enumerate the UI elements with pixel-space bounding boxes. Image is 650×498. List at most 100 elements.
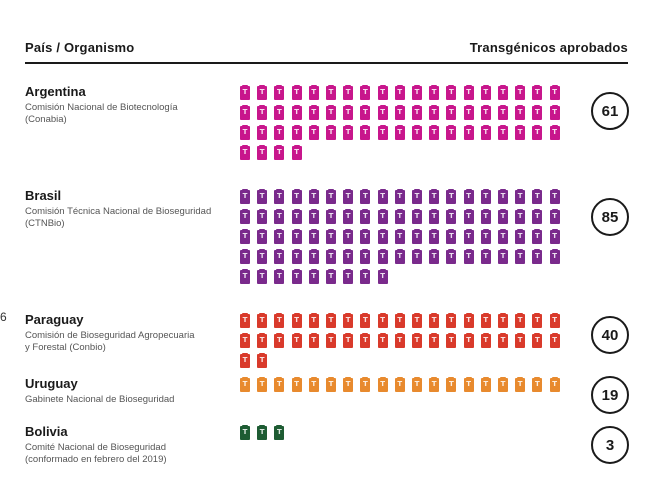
transgenic-icon bbox=[308, 249, 319, 264]
header-country-label: País / Organismo bbox=[25, 40, 135, 55]
transgenic-icon bbox=[394, 333, 405, 348]
transgenic-icon bbox=[429, 313, 440, 328]
transgenic-icon bbox=[412, 333, 422, 348]
transgenic-icon bbox=[515, 189, 526, 204]
transgenic-icon bbox=[291, 269, 302, 284]
transgenic-icon bbox=[515, 125, 526, 140]
transgenic-icon bbox=[360, 333, 371, 348]
transgenic-icon bbox=[498, 85, 508, 100]
organism-name: Comisión de Bioseguridad Agropecuaria y … bbox=[25, 330, 230, 354]
transgenic-icon bbox=[412, 377, 422, 392]
transgenic-icon bbox=[257, 105, 268, 120]
country-name: Paraguay bbox=[25, 312, 84, 327]
transgenic-icon bbox=[394, 189, 405, 204]
transgenic-icon bbox=[532, 249, 543, 264]
transgenic-icon bbox=[240, 125, 250, 140]
transgenic-icon bbox=[394, 249, 405, 264]
transgenic-icon bbox=[480, 125, 491, 140]
country-name: Brasil bbox=[25, 188, 62, 203]
transgenic-icon bbox=[326, 313, 336, 328]
transgenic-icon bbox=[377, 333, 388, 348]
transgenic-icon bbox=[240, 377, 250, 392]
transgenic-icon bbox=[291, 313, 302, 328]
transgenic-icon bbox=[274, 189, 285, 204]
transgenic-icon bbox=[549, 125, 560, 140]
transgenic-icon bbox=[515, 249, 526, 264]
transgenic-icon bbox=[377, 105, 388, 120]
transgenic-icon bbox=[412, 105, 422, 120]
transgenic-icon bbox=[549, 333, 560, 348]
transgenic-icon bbox=[463, 105, 474, 120]
country-name: Argentina bbox=[25, 84, 86, 99]
transgenic-icon bbox=[532, 313, 543, 328]
transgenic-icon bbox=[429, 249, 440, 264]
organism-line: Comisión Nacional de Biotecnología bbox=[25, 102, 178, 113]
transgenic-icon bbox=[343, 269, 354, 284]
transgenic-icon bbox=[274, 269, 285, 284]
transgenic-icon bbox=[274, 229, 285, 244]
organism-line: Comisión de Bioseguridad Agropecuaria bbox=[25, 330, 195, 341]
transgenic-icon bbox=[240, 209, 250, 224]
transgenic-icon bbox=[498, 249, 508, 264]
transgenic-icon bbox=[308, 377, 319, 392]
organism-name: Comisión Técnica Nacional de Biosegurida… bbox=[25, 206, 230, 230]
organism-line: (CTNBio) bbox=[25, 218, 65, 229]
transgenic-icon bbox=[274, 105, 285, 120]
transgenic-icon bbox=[446, 189, 457, 204]
transgenic-icon bbox=[343, 313, 354, 328]
transgenic-icon bbox=[360, 269, 371, 284]
transgenic-icon bbox=[498, 209, 508, 224]
transgenic-icon bbox=[532, 189, 543, 204]
transgenic-icon bbox=[291, 105, 302, 120]
organism-name: Comisión Nacional de Biotecnología (Cona… bbox=[25, 102, 230, 126]
transgenic-icon bbox=[257, 353, 268, 368]
transgenic-icon bbox=[308, 125, 319, 140]
transgenic-icon bbox=[532, 125, 543, 140]
transgenic-icon bbox=[240, 249, 250, 264]
transgenic-icon bbox=[377, 269, 388, 284]
transgenic-icon bbox=[532, 333, 543, 348]
transgenic-icon bbox=[377, 125, 388, 140]
transgenic-icon bbox=[343, 229, 354, 244]
transgenic-icon bbox=[463, 333, 474, 348]
transgenic-icon bbox=[377, 209, 388, 224]
transgenic-icon bbox=[446, 249, 457, 264]
transgenic-icon bbox=[532, 105, 543, 120]
transgenic-icon bbox=[274, 209, 285, 224]
transgenic-icon bbox=[257, 249, 268, 264]
count-badge: 19 bbox=[591, 376, 629, 414]
transgenic-icon bbox=[240, 269, 250, 284]
count-badge: 61 bbox=[591, 92, 629, 130]
transgenic-icon bbox=[549, 209, 560, 224]
transgenic-icon bbox=[498, 333, 508, 348]
transgenic-icon bbox=[515, 209, 526, 224]
transgenic-icon bbox=[274, 333, 285, 348]
row-bolivia: Bolivia Comité Nacional de Bioseguridad … bbox=[25, 424, 635, 466]
transgenic-icon bbox=[515, 229, 526, 244]
transgenic-icon bbox=[257, 189, 268, 204]
transgenic-icon bbox=[446, 377, 457, 392]
row-paraguay: Paraguay Comisión de Bioseguridad Agrope… bbox=[25, 312, 635, 368]
organism-line: (Conabia) bbox=[25, 114, 67, 125]
transgenic-icon bbox=[308, 209, 319, 224]
transgenic-icon bbox=[343, 377, 354, 392]
transgenic-icon bbox=[498, 229, 508, 244]
transgenic-icon bbox=[360, 125, 371, 140]
transgenic-icon bbox=[274, 425, 285, 440]
transgenic-icon bbox=[326, 189, 336, 204]
transgenic-icon bbox=[291, 125, 302, 140]
transgenic-icon bbox=[291, 85, 302, 100]
transgenic-icon bbox=[549, 85, 560, 100]
organism-line: Gabinete Nacional de Bioseguridad bbox=[25, 394, 175, 405]
transgenic-icon bbox=[532, 229, 543, 244]
transgenic-icon bbox=[549, 189, 560, 204]
transgenic-icon bbox=[394, 105, 405, 120]
transgenic-icon bbox=[412, 125, 422, 140]
country-name: Bolivia bbox=[25, 424, 68, 439]
transgenic-icon bbox=[343, 209, 354, 224]
transgenic-icon bbox=[463, 189, 474, 204]
transgenic-icon bbox=[480, 189, 491, 204]
transgenic-icon bbox=[257, 313, 268, 328]
transgenic-icon bbox=[308, 229, 319, 244]
transgenic-icon bbox=[326, 209, 336, 224]
